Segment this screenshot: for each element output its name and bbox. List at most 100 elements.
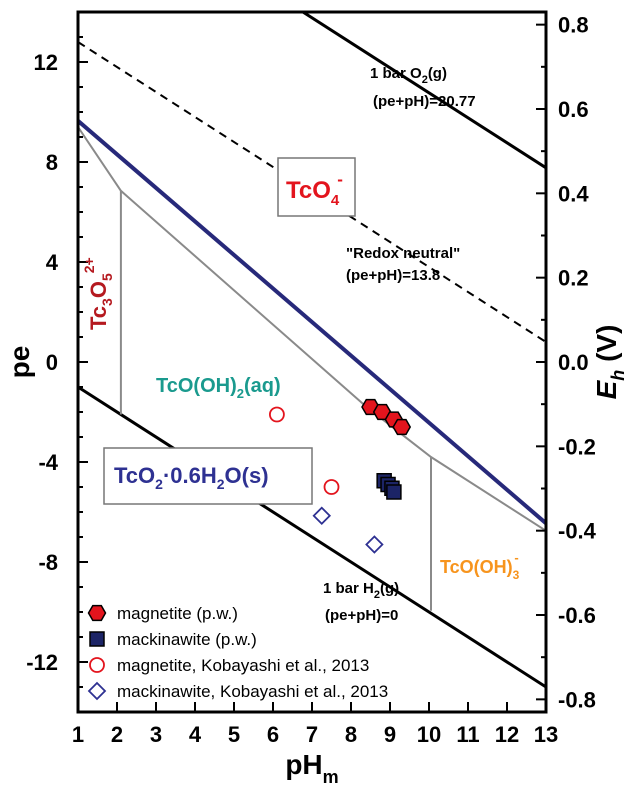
redox-neutral-line xyxy=(78,41,546,343)
legend-marker-square xyxy=(89,631,105,647)
y2-axis-title: Eh (V) xyxy=(591,325,628,400)
x-tick-label: 1 xyxy=(72,722,84,747)
o2-annotation-sub: 2 xyxy=(422,74,428,86)
y2-tick-label: -0.6 xyxy=(558,603,596,628)
tc3o5-sup: 2+ xyxy=(81,257,97,273)
tco4-box xyxy=(277,157,356,217)
data-point-diamond xyxy=(365,535,384,554)
legend-label: mackinawite, Kobayashi et al., 2013 xyxy=(117,682,388,701)
h2-annotation-text: 1 bar H xyxy=(323,580,374,597)
y2-axis-title-sub: h xyxy=(608,370,628,381)
y2-axis-title-e: E xyxy=(591,379,622,399)
plot-lines xyxy=(78,12,546,689)
x-tick-label: 2 xyxy=(111,722,123,747)
tcooh2-tail: (aq) xyxy=(244,375,281,397)
tc3o5-base: Tc xyxy=(86,306,111,330)
axis-ticks: 1 2 3 4 5 6 7 8 9 10 11 12 1312840-4-8-120.80.60.40.… xyxy=(26,13,596,747)
tcooh3-sup: - xyxy=(514,550,518,565)
tc3o5-sub1: 3 xyxy=(99,298,115,306)
x-tick-label: 3 xyxy=(150,722,162,747)
data-point-hexagon xyxy=(392,418,412,436)
redox-annotation: "Redox neutral" xyxy=(346,245,460,262)
o2-annotation-text: 1 bar O xyxy=(370,65,422,82)
tcooh3-sub: 3 xyxy=(513,568,520,582)
tco2-sub1: 2 xyxy=(155,476,163,492)
h2-annotation: 1 bar H2(g) xyxy=(323,580,399,601)
x-tick-label: 10 xyxy=(417,722,441,747)
tco4-sup: - xyxy=(337,170,343,189)
y2-tick-label: 0.6 xyxy=(558,97,589,122)
y-tick-label: -4 xyxy=(38,450,58,475)
tco4-base: TcO xyxy=(286,177,331,204)
x-tick-label: 9 xyxy=(384,722,396,747)
x-tick-label: 12 xyxy=(495,722,519,747)
o2-line xyxy=(300,12,546,170)
legend-marker-diamond xyxy=(87,681,107,701)
x-tick-label: 8 xyxy=(345,722,357,747)
y2-tick-label: -0.4 xyxy=(558,519,597,544)
o2-annotation-eq: (pe+pH)=20.77 xyxy=(373,93,476,110)
x-tick-label: 5 xyxy=(228,722,240,747)
legend-marker-circle xyxy=(89,657,105,673)
data-point-circle xyxy=(323,479,340,495)
o2-annotation-tail: (g) xyxy=(428,65,447,82)
y2-tick-label: 0.0 xyxy=(558,350,589,375)
tc3o5-sub2: 5 xyxy=(99,273,115,281)
legend-label: mackinawite (p.w.) xyxy=(117,630,257,649)
redox-annotation-eq: (pe+pH)=13.8 xyxy=(346,267,440,284)
x-axis-title: pHm xyxy=(285,749,338,787)
x-axis-title-sub: m xyxy=(323,767,339,787)
h2-line xyxy=(78,385,546,689)
tco4-boundary xyxy=(78,119,546,525)
tco2-sub2: 2 xyxy=(217,476,225,492)
h2-annotation-eq: (pe+pH)=0 xyxy=(325,607,398,624)
x-tick-label: 6 xyxy=(267,722,279,747)
h2-annotation-tail: (g) xyxy=(380,580,399,597)
legend-label: magnetite (p.w.) xyxy=(117,604,238,623)
legend-marker-hexagon xyxy=(87,604,107,622)
tc3o5-mid: O xyxy=(86,281,111,298)
x-tick-label: 4 xyxy=(189,722,202,747)
y-tick-label: 12 xyxy=(34,50,58,75)
tcooh2-sub: 2 xyxy=(237,386,244,401)
tco2-label: TcO2·0.6H2O(s) xyxy=(114,463,269,492)
tco2-box xyxy=(103,447,313,505)
y-tick-label: 4 xyxy=(46,250,59,275)
tco2-base: TcO xyxy=(114,463,155,488)
y2-tick-label: 0.2 xyxy=(558,266,589,291)
y-axis-title: pe xyxy=(4,346,35,379)
y2-tick-label: -0.2 xyxy=(558,434,596,459)
legend: magnetite (p.w.) mackinawite (p.w.) magnet… xyxy=(87,604,388,701)
x-tick-label: 7 xyxy=(306,722,318,747)
tco2-mid: ·0.6H xyxy=(163,463,217,488)
y-tick-label: -12 xyxy=(26,650,58,675)
data-point-circle xyxy=(268,406,285,423)
tcooh3-base: TcO(OH) xyxy=(440,557,513,577)
x-tick-label: 11 xyxy=(456,722,479,747)
y-tick-label: 0 xyxy=(46,350,58,375)
tcooh2-base: TcO(OH) xyxy=(156,375,237,397)
tc3o5-label: Tc3O52+ xyxy=(81,257,115,330)
tcooh2-label: TcO(OH)2(aq) xyxy=(156,375,281,401)
h2-annotation-sub: 2 xyxy=(374,589,380,601)
y2-tick-label: 0.8 xyxy=(558,13,589,38)
y-tick-label: -8 xyxy=(38,550,58,575)
tco2-tail: O(s) xyxy=(225,463,269,488)
o2-annotation: 1 bar O2(g) xyxy=(370,65,447,86)
y-tick-label: 8 xyxy=(46,150,58,175)
data-point-diamond xyxy=(312,506,332,526)
y2-tick-label: 0.4 xyxy=(558,181,589,206)
y2-tick-label: -0.8 xyxy=(558,687,596,712)
y2-axis-title-unit: (V) xyxy=(591,325,622,370)
data-point-square xyxy=(386,484,402,500)
data-markers xyxy=(268,398,412,554)
x-axis-title-text: pH xyxy=(285,749,322,780)
x-tick-label: 13 xyxy=(534,722,558,747)
tco4-sub: 4 xyxy=(331,192,340,209)
legend-label: magnetite, Kobayashi et al., 2013 xyxy=(117,656,369,675)
tcooh3-label: TcO(OH)3 - xyxy=(440,550,520,582)
tco4-label: TcO4 - xyxy=(286,170,343,209)
